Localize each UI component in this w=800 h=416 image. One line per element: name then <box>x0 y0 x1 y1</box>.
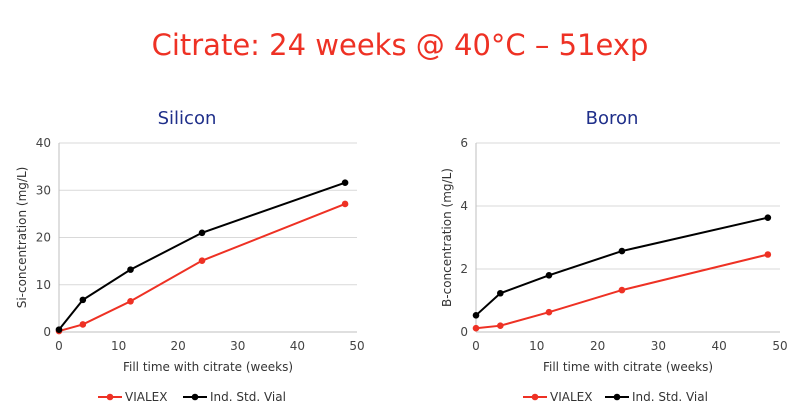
silicon-x-tick-label: 30 <box>230 339 245 353</box>
silicon-x-tick-label: 50 <box>349 339 364 353</box>
silicon-y-tick-label: 20 <box>36 231 51 245</box>
boron-y-tick-label: 0 <box>460 325 468 339</box>
boron-data-point-vialex <box>545 308 553 316</box>
boron-data-point-ind-std-vial <box>618 247 626 255</box>
boron-x-axis-title: Fill time with citrate (weeks) <box>543 360 713 374</box>
boron-x-tick-label: 20 <box>590 339 605 353</box>
silicon-data-point-ind-std-vial <box>79 296 87 304</box>
silicon-legend-label-vialex: VIALEX <box>125 390 167 404</box>
silicon-x-tick-label: 0 <box>55 339 63 353</box>
silicon-data-point-vialex <box>127 297 134 305</box>
silicon-series-line-ind-std-vial <box>58 181 346 331</box>
boron-data-point-vialex <box>472 324 480 332</box>
boron-data-point-vialex <box>497 322 504 330</box>
silicon-data-point-vialex <box>79 321 87 328</box>
silicon-y-tick-label: 40 <box>36 136 51 150</box>
silicon-data-point-ind-std-vial <box>341 179 349 186</box>
silicon-x-tick-label: 20 <box>171 339 186 353</box>
silicon-y-axis-title: Si-concentration (mg/L) <box>15 167 29 309</box>
boron-data-point-ind-std-vial <box>497 289 504 297</box>
silicon-x-tick-label: 10 <box>111 339 126 353</box>
boron-x-tick-label: 0 <box>472 339 480 353</box>
boron-data-point-vialex <box>618 286 626 294</box>
boron-legend-label-vialex: VIALEX <box>550 390 592 404</box>
silicon-y-tick-label: 30 <box>36 183 51 197</box>
silicon-series-line-vialex <box>58 203 346 333</box>
silicon-legend-label-ind-std-vial: Ind. Std. Vial <box>210 390 286 404</box>
boron-y-tick-label: 2 <box>460 262 468 276</box>
silicon-legend-marker-vialex <box>106 393 114 401</box>
silicon-data-point-ind-std-vial <box>55 326 63 333</box>
boron-data-point-ind-std-vial <box>764 214 772 221</box>
boron-y-axis-title: B-concentration (mg/L) <box>440 168 454 307</box>
silicon-x-axis-title: Fill time with citrate (weeks) <box>123 360 293 374</box>
boron-x-tick-label: 10 <box>529 339 544 353</box>
boron-x-tick-label: 30 <box>651 339 666 353</box>
boron-legend-label-ind-std-vial: Ind. Std. Vial <box>632 390 708 404</box>
silicon-chart-title: Silicon <box>158 108 217 129</box>
boron-y-tick-label: 6 <box>460 136 468 150</box>
silicon-data-point-ind-std-vial <box>198 229 206 237</box>
boron-x-tick-label: 40 <box>712 339 727 353</box>
boron-data-point-ind-std-vial <box>472 312 480 319</box>
silicon-x-tick-label: 40 <box>290 339 305 353</box>
boron-data-point-vialex <box>764 251 772 258</box>
silicon-y-tick-label: 10 <box>36 278 51 292</box>
boron-legend-marker-ind-std-vial <box>613 393 621 401</box>
boron-legend-marker-vialex <box>531 393 539 401</box>
boron-chart-title: Boron <box>586 108 639 129</box>
silicon-data-point-vialex <box>341 200 349 208</box>
silicon-data-point-ind-std-vial <box>127 266 134 273</box>
boron-x-tick-label: 50 <box>772 339 787 353</box>
silicon-data-point-vialex <box>198 257 206 264</box>
boron-series-line-ind-std-vial <box>475 216 769 317</box>
boron-data-point-ind-std-vial <box>545 272 553 279</box>
silicon-legend-marker-ind-std-vial <box>191 393 199 401</box>
silicon-y-tick-label: 0 <box>43 325 51 339</box>
page-title: Citrate: 24 weeks @ 40°C – 51exp <box>151 28 649 62</box>
boron-y-tick-label: 4 <box>460 199 468 213</box>
